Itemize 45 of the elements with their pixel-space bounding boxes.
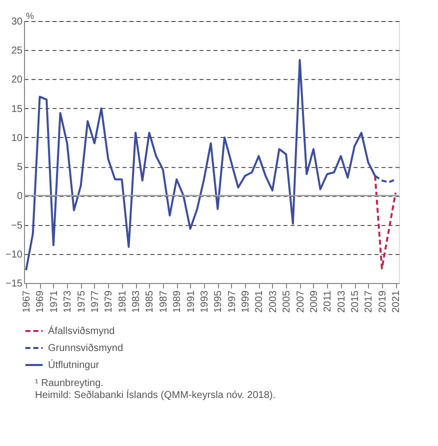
y-tick-label: 15 — [11, 104, 23, 115]
y-tick-label: 25 — [11, 46, 23, 57]
x-tick-label: 1995 — [213, 290, 224, 313]
x-tick-label: 2001 — [254, 290, 266, 313]
x-tick-label: 2015 — [350, 290, 362, 313]
x-tick-label: 1981 — [117, 290, 128, 313]
y-tick-label: −15 — [6, 278, 23, 290]
x-tick-label: 1977 — [90, 290, 101, 313]
x-tick-label: 2009 — [308, 290, 320, 313]
legend-label: Grunnsviðsmynd — [48, 343, 124, 354]
text: Heimild: Seðlabanki Íslands (QMM-keyrsla nóv. 2018). — [35, 389, 276, 401]
x-tick-label: 1975 — [76, 290, 88, 313]
y-tick-label: 5 — [16, 162, 23, 174]
y-tick-label: −5 — [11, 220, 23, 232]
x-tick-label: 1997 — [226, 290, 238, 313]
x-tick-label: 2013 — [336, 290, 348, 313]
text: ¹ Raunbreyting. — [35, 378, 104, 389]
x-tick-label: 2017 — [364, 290, 375, 313]
x-tick-label: 2021 — [391, 290, 402, 313]
line-series — [374, 174, 397, 270]
x-tick-label: 2011 — [322, 290, 334, 312]
x-tick-label: 1999 — [240, 290, 252, 313]
x-tick-label: 1969 — [35, 290, 46, 313]
x-tick-label: 1973 — [62, 290, 74, 313]
y-axis-title: % — [26, 11, 34, 21]
x-tick-label: 1987 — [158, 290, 170, 313]
x-tick-label: 1971 — [48, 290, 60, 313]
x-tick-label: 1979 — [104, 290, 115, 313]
x-tick-label: 1989 — [172, 290, 184, 313]
x-tick-label: 1983 — [131, 290, 142, 313]
y-tick-label: 30 — [11, 16, 23, 28]
legend-label: Áfallsviðsmynd — [48, 325, 115, 337]
legend-label: Útflutningur — [48, 359, 100, 371]
x-tick-label: 1993 — [199, 290, 210, 313]
x-tick-label: 2005 — [282, 290, 293, 313]
y-tick-label: 0 — [16, 191, 23, 202]
x-tick-label: 2019 — [377, 290, 388, 313]
x-tick-label: 1985 — [144, 290, 156, 313]
y-tick-label: 10 — [11, 132, 23, 144]
x-tick-label: 2003 — [268, 290, 279, 313]
x-tick-label: 2007 — [295, 290, 306, 313]
y-tick-label: 20 — [11, 74, 23, 86]
x-tick-label: 1967 — [22, 290, 33, 313]
x-tick-label: 1991 — [186, 290, 197, 313]
y-tick-label: −10 — [6, 249, 23, 260]
